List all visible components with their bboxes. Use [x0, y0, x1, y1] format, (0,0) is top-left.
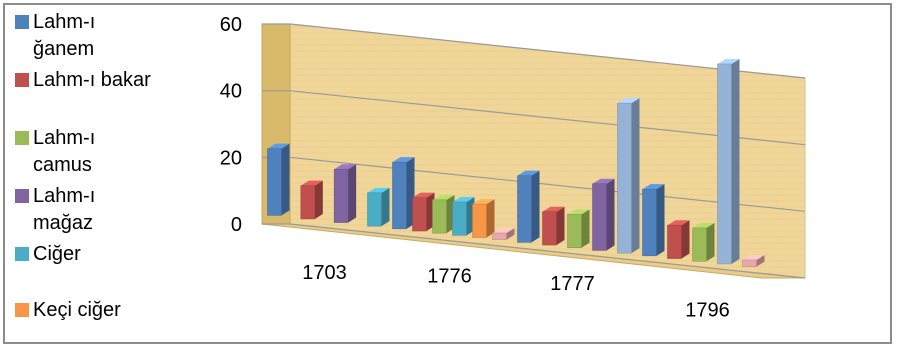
bar-top	[367, 187, 390, 193]
bar-side	[531, 170, 540, 243]
x-tick-label: 1703	[302, 262, 347, 284]
bar-top	[267, 143, 290, 149]
bar	[472, 203, 487, 238]
legend-swatch	[15, 247, 29, 261]
bar-top	[517, 170, 540, 176]
bar	[642, 188, 657, 257]
bar-top	[692, 222, 715, 228]
bar-top	[667, 220, 690, 226]
bar-side	[681, 220, 690, 259]
bar-side	[756, 254, 765, 267]
legend-swatch	[15, 303, 29, 317]
bar-top	[592, 178, 615, 184]
bar	[333, 168, 349, 223]
y-tick-label: 40	[220, 81, 242, 103]
bar	[367, 192, 382, 227]
bar-side	[348, 164, 357, 223]
bar	[517, 175, 532, 243]
legend-label: Lahm-ı camus	[33, 127, 96, 176]
legend-swatch	[15, 73, 29, 87]
bar-top	[432, 194, 455, 200]
bar-top	[642, 184, 665, 190]
bar-top	[492, 227, 515, 233]
bar-top	[617, 98, 640, 104]
bar	[452, 201, 467, 236]
legend-swatch	[15, 15, 29, 29]
gridline	[289, 223, 806, 279]
bar-side	[631, 98, 640, 254]
legend-label: Ciğer	[33, 243, 81, 265]
bar-side	[556, 206, 565, 246]
bar	[432, 199, 447, 234]
bar	[592, 183, 607, 251]
legend-label: Lahm-ı mağaz	[33, 185, 96, 234]
bar	[542, 211, 557, 246]
bar	[742, 259, 757, 267]
y-tick-label: 60	[220, 14, 242, 36]
legend-label: Lahm-ı bakar	[33, 69, 151, 91]
legend-label: Lahm-ı ğanem	[33, 11, 96, 60]
bar-side	[506, 227, 515, 240]
bar-top	[472, 199, 495, 205]
bar-side	[314, 180, 323, 219]
legend-label: Keçi ciğer	[33, 299, 121, 321]
bar	[717, 63, 732, 265]
x-tick-label: 1796	[685, 299, 730, 321]
x-tick-label: 1777	[550, 273, 595, 295]
bar	[392, 161, 407, 230]
bar	[492, 232, 507, 240]
y-tick-label: 0	[231, 214, 242, 236]
bar-top	[412, 192, 435, 198]
legend-swatch	[15, 189, 29, 203]
bar-top	[392, 157, 415, 163]
bar	[692, 227, 707, 262]
bar-top	[452, 196, 475, 202]
bar-top	[542, 206, 565, 212]
bar	[412, 197, 427, 232]
bar-side	[581, 209, 590, 248]
bar-top	[717, 58, 740, 64]
bar-side	[381, 187, 390, 227]
bar-top	[567, 209, 590, 215]
bar	[267, 148, 282, 216]
x-tick-label: 1776	[427, 265, 472, 287]
bar-side	[486, 199, 495, 238]
bar	[567, 214, 582, 249]
bar-top	[334, 164, 357, 170]
bar-side	[706, 222, 715, 262]
bar-side	[731, 58, 740, 264]
bar-top	[300, 180, 323, 186]
bar-side	[281, 143, 290, 216]
legend-swatch	[15, 131, 29, 145]
bar	[667, 224, 682, 259]
bar	[300, 185, 316, 220]
bar	[617, 102, 632, 254]
bar-top	[742, 254, 765, 260]
bar-side	[606, 178, 615, 251]
bar-side	[656, 184, 665, 256]
y-tick-label: 20	[220, 147, 242, 169]
